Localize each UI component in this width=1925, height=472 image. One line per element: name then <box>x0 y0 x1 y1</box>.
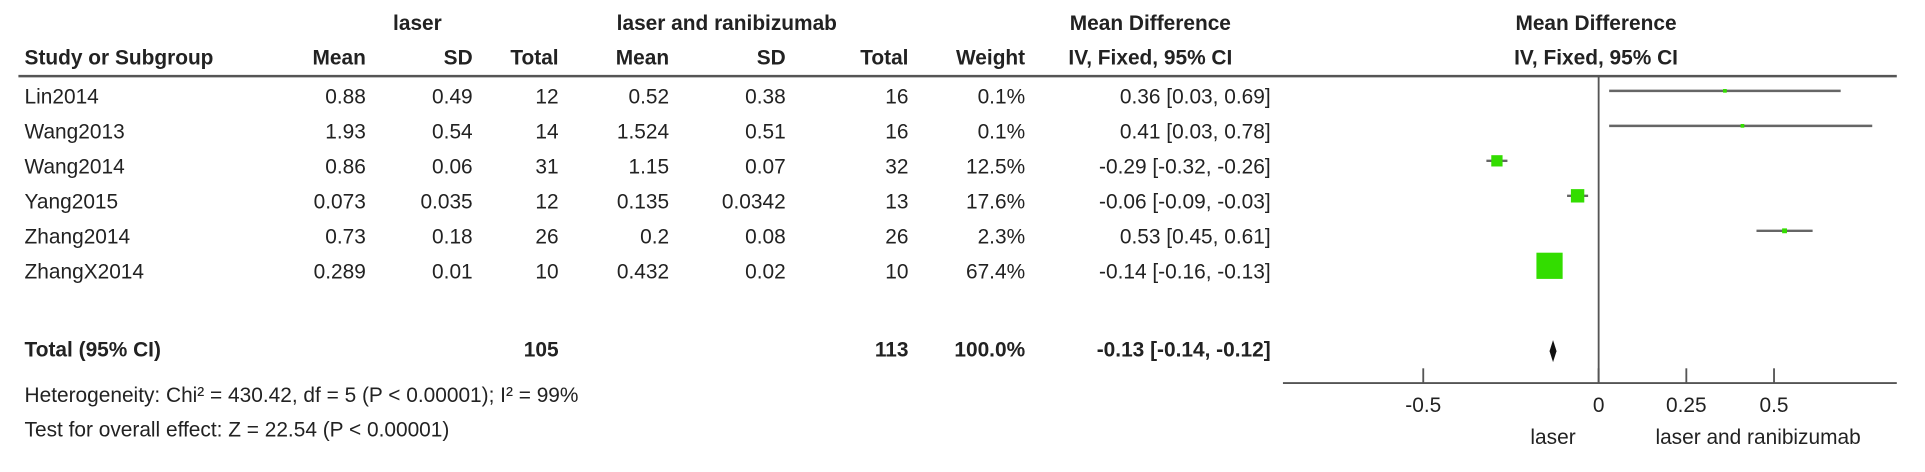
cell: Yang2015 <box>25 191 119 214</box>
cell: 2.3% <box>978 226 1026 249</box>
cell: 0.1% <box>978 86 1026 109</box>
total-ci-label: -0.13 [-0.14, -0.12] <box>1097 339 1271 362</box>
x-tick-label: 0 <box>1593 394 1605 417</box>
cell: 0.035 <box>420 191 472 214</box>
favours-left: laser <box>1530 426 1575 449</box>
plot-header: Mean Difference <box>1515 12 1676 35</box>
cell: 1.93 <box>325 121 366 144</box>
cell: 0.54 <box>432 121 473 144</box>
cell: 16 <box>885 86 908 109</box>
cell: 0.18 <box>432 226 473 249</box>
cell: 0.49 <box>432 86 473 109</box>
weight-square <box>1723 89 1727 93</box>
cell: Lin2014 <box>25 86 99 109</box>
total-n1: 105 <box>524 339 559 362</box>
cell: 0.073 <box>314 191 366 214</box>
total-diamond <box>1549 340 1557 363</box>
cell: Wang2013 <box>25 121 125 144</box>
group-header: laser <box>393 12 442 35</box>
effect-subheader: IV, Fixed, 95% CI <box>1068 46 1232 69</box>
plot-body: laser laser and ranibizumab Mean Differenc… <box>18 12 1897 449</box>
cell: 0.73 <box>325 226 366 249</box>
ci-label: -0.06 [-0.09, -0.03] <box>1099 191 1271 214</box>
column-header: SD <box>757 46 786 69</box>
cell: 10 <box>885 261 908 284</box>
column-header: Study or Subgroup <box>25 46 214 69</box>
cell: 12 <box>535 191 558 214</box>
column-header: Total <box>510 46 558 69</box>
cell: 0.06 <box>432 156 473 179</box>
cell: 0.0342 <box>722 191 786 214</box>
cell: 1.15 <box>628 156 669 179</box>
cell: 0.01 <box>432 261 473 284</box>
cell: 13 <box>885 191 908 214</box>
cell: 17.6% <box>966 191 1025 214</box>
weight-square <box>1740 123 1745 128</box>
cell: 0.1% <box>978 121 1026 144</box>
cell: 0.2 <box>640 226 669 249</box>
column-header: Total <box>860 46 908 69</box>
cell: 67.4% <box>966 261 1025 284</box>
ci-label: -0.29 [-0.32, -0.26] <box>1099 156 1271 179</box>
cell: 31 <box>535 156 558 179</box>
cell: 1.524 <box>617 121 669 144</box>
cell: ZhangX2014 <box>25 261 144 284</box>
x-tick-label: 0.25 <box>1666 394 1707 417</box>
cell: 0.51 <box>745 121 786 144</box>
cell: 0.02 <box>745 261 786 284</box>
cell: 16 <box>885 121 908 144</box>
cell: 14 <box>535 121 558 144</box>
x-tick-label: -0.5 <box>1405 394 1441 417</box>
cell: 0.289 <box>314 261 366 284</box>
column-header: Mean <box>616 46 669 69</box>
column-header: Mean <box>313 46 366 69</box>
weight-square <box>1782 228 1787 234</box>
weight-square <box>1570 189 1585 203</box>
favours-right: laser and ranibizumab <box>1655 426 1860 449</box>
cell: 12.5% <box>966 156 1025 179</box>
cell: Wang2014 <box>25 156 125 179</box>
cell: 0.38 <box>745 86 786 109</box>
cell: 26 <box>885 226 908 249</box>
ci-label: -0.14 [-0.16, -0.13] <box>1099 261 1271 284</box>
cell: 0.88 <box>325 86 366 109</box>
cell: 0.432 <box>617 261 669 284</box>
cell: 0.08 <box>745 226 786 249</box>
weight-square <box>1491 155 1503 167</box>
ci-label: 0.36 [0.03, 0.69] <box>1120 86 1271 109</box>
heterogeneity: Heterogeneity: Chi² = 430.42, df = 5 (P … <box>25 384 579 407</box>
ci-label: 0.41 [0.03, 0.78] <box>1120 121 1271 144</box>
cell: 32 <box>885 156 908 179</box>
cell: 26 <box>535 226 558 249</box>
cell: 0.86 <box>325 156 366 179</box>
total-label: Total (95% CI) <box>25 339 161 362</box>
cell: 12 <box>535 86 558 109</box>
cell: Zhang2014 <box>25 226 131 249</box>
cell: 0.52 <box>628 86 669 109</box>
cell: 0.07 <box>745 156 786 179</box>
total-n2: 113 <box>875 339 909 362</box>
group-header: laser and ranibizumab <box>617 12 837 35</box>
effect-header: Mean Difference <box>1070 12 1231 35</box>
overall-effect: Test for overall effect: Z = 22.54 (P < … <box>25 418 450 441</box>
x-tick-label: 0.5 <box>1760 394 1789 417</box>
weight-square <box>1536 252 1563 279</box>
plot-subheader: IV, Fixed, 95% CI <box>1514 46 1678 69</box>
cell: 0.135 <box>617 191 669 214</box>
total-weight: 100.0% <box>954 339 1025 362</box>
column-header: Weight <box>956 46 1025 69</box>
ci-label: 0.53 [0.45, 0.61] <box>1120 226 1271 249</box>
cell: 10 <box>535 261 558 284</box>
column-header: SD <box>444 46 473 69</box>
